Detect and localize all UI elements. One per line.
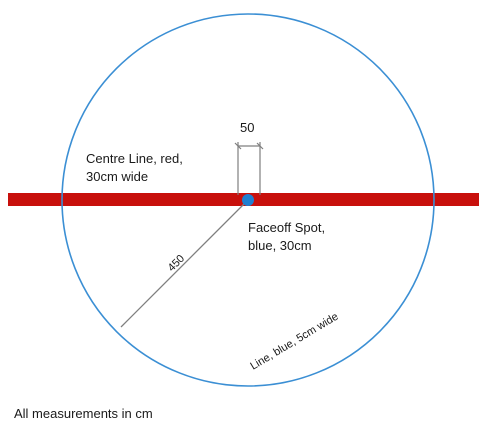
faceoff-spot (242, 194, 254, 206)
radius-line (120, 199, 249, 328)
spot-width-label: 50 (240, 120, 254, 135)
centre-line-label-line-1: Centre Line, red, (86, 151, 183, 166)
circle-line-label: Line, blue, 5cm wide (248, 311, 340, 373)
centre-line-label-line-2: 30cm wide (86, 169, 148, 184)
faceoff-circle (61, 13, 435, 387)
spot-width-dimension (234, 142, 264, 195)
radius-label: 450 (166, 253, 187, 274)
faceoff-spot-label: Faceoff Spot, blue, 30cm (248, 220, 329, 253)
measurement-note: All measurements in cm (14, 406, 153, 421)
faceoff-spot-label-line-1: Faceoff Spot, (248, 220, 325, 235)
faceoff-spot-label-line-2: blue, 30cm (248, 238, 312, 253)
centre-line-label: Centre Line, red, 30cm wide (86, 151, 186, 184)
